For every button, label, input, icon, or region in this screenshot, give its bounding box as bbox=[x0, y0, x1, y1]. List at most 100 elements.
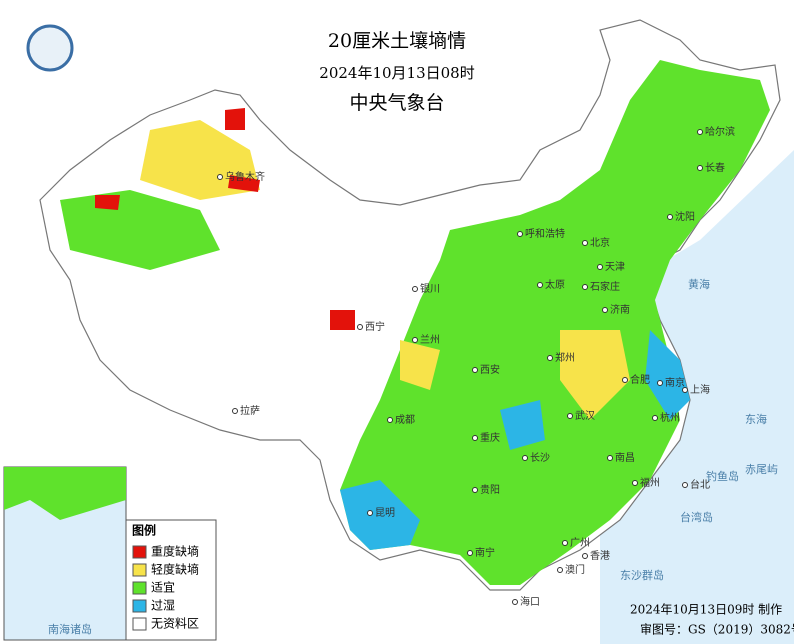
city-marker bbox=[472, 435, 478, 441]
inset-land bbox=[4, 467, 126, 520]
city-marker bbox=[657, 380, 663, 386]
footer-made: 2024年10月13日09时 制作 bbox=[630, 603, 782, 617]
city-marker bbox=[472, 487, 478, 493]
city-label: 澳门 bbox=[565, 563, 585, 576]
city-marker bbox=[682, 482, 688, 488]
city-label: 重庆 bbox=[480, 431, 500, 444]
city-label: 南昌 bbox=[615, 451, 635, 464]
city-marker bbox=[582, 284, 588, 290]
city-label: 兰州 bbox=[420, 333, 440, 346]
sea-label: 东沙群岛 bbox=[620, 568, 664, 582]
city-label: 拉萨 bbox=[240, 404, 260, 417]
city-marker bbox=[597, 264, 603, 270]
city-label: 银川 bbox=[420, 282, 440, 295]
legend-swatch bbox=[132, 599, 147, 613]
sea-label: 东海 bbox=[745, 412, 767, 426]
city-label: 天津 bbox=[605, 261, 625, 273]
city-marker bbox=[667, 214, 673, 220]
city-label: 沈阳 bbox=[675, 210, 695, 223]
city-marker bbox=[517, 231, 523, 237]
city-marker bbox=[357, 324, 363, 330]
moisture-area bbox=[340, 60, 770, 585]
city-label: 合肥 bbox=[630, 373, 650, 386]
sea-label: 南海诸岛 bbox=[48, 622, 92, 636]
city-label: 贵阳 bbox=[480, 483, 500, 496]
legend-label: 过湿 bbox=[151, 598, 175, 613]
city-label: 香港 bbox=[590, 550, 610, 562]
legend-swatch bbox=[132, 617, 147, 631]
city-label: 石家庄 bbox=[590, 280, 620, 293]
city-label: 郑州 bbox=[555, 351, 575, 364]
city-marker bbox=[367, 510, 373, 516]
city-label: 太原 bbox=[545, 278, 565, 291]
logo bbox=[26, 24, 74, 72]
sea-label: 黄海 bbox=[688, 277, 710, 291]
city-label: 上海 bbox=[690, 383, 710, 396]
legend-label: 重度缺墒 bbox=[151, 544, 199, 559]
sea-label: 赤尾屿 bbox=[745, 463, 778, 476]
city-label: 呼和浩特 bbox=[525, 228, 565, 240]
city-marker bbox=[562, 540, 568, 546]
city-marker bbox=[412, 286, 418, 292]
legend-label: 适宜 bbox=[151, 580, 175, 595]
city-label: 杭州 bbox=[660, 411, 680, 424]
city-marker bbox=[582, 553, 588, 559]
city-marker bbox=[537, 282, 543, 288]
datetime: 2024年10月13日08时 bbox=[319, 64, 474, 82]
city-label: 长春 bbox=[705, 162, 725, 174]
legend-swatch bbox=[132, 581, 147, 595]
wet-area bbox=[645, 330, 690, 420]
city-marker bbox=[412, 337, 418, 343]
sea-label: 台湾岛 bbox=[680, 510, 713, 524]
city-marker bbox=[387, 417, 393, 423]
footer-approval: 审图号：GS（2019）3082号 bbox=[640, 622, 794, 637]
city-marker bbox=[697, 129, 703, 135]
city-marker bbox=[467, 550, 473, 556]
moisture-area bbox=[60, 190, 220, 270]
city-marker bbox=[472, 367, 478, 373]
city-marker bbox=[652, 415, 658, 421]
dry-area bbox=[400, 340, 440, 390]
city-label: 西宁 bbox=[365, 320, 385, 333]
city-label: 广州 bbox=[570, 537, 590, 549]
city-marker bbox=[217, 174, 223, 180]
city-marker bbox=[682, 387, 688, 393]
dry-area bbox=[560, 330, 630, 420]
city-label: 南京 bbox=[665, 376, 685, 389]
city-label: 海口 bbox=[520, 595, 540, 608]
city-label: 南宁 bbox=[475, 546, 495, 559]
city-label: 昆明 bbox=[375, 507, 395, 519]
city-marker bbox=[512, 599, 518, 605]
city-label: 台北 bbox=[690, 478, 710, 491]
issuer: 中央气象台 bbox=[349, 92, 444, 114]
city-marker bbox=[567, 413, 573, 419]
city-label: 西安 bbox=[480, 363, 500, 376]
legend-swatch bbox=[132, 563, 147, 577]
city-marker bbox=[607, 455, 613, 461]
city-label: 成都 bbox=[395, 414, 415, 426]
city-marker bbox=[232, 408, 238, 414]
legend-label: 无资料区 bbox=[151, 617, 199, 631]
city-marker bbox=[547, 355, 553, 361]
city-marker bbox=[557, 567, 563, 573]
city-label: 长沙 bbox=[530, 452, 550, 464]
city-marker bbox=[602, 307, 608, 313]
legend-swatch bbox=[132, 545, 147, 559]
legend-label: 轻度缺墒 bbox=[151, 562, 199, 577]
city-label: 武汉 bbox=[575, 409, 595, 422]
city-label: 哈尔滨 bbox=[705, 125, 735, 138]
city-marker bbox=[632, 480, 638, 486]
city-label: 济南 bbox=[610, 303, 630, 316]
city-label: 福州 bbox=[640, 476, 660, 489]
city-marker bbox=[522, 455, 528, 461]
wet-area bbox=[340, 480, 420, 550]
city-marker bbox=[697, 165, 703, 171]
title: 20厘米土壤墒情 bbox=[328, 30, 466, 52]
wet-area bbox=[500, 400, 545, 450]
city-label: 北京 bbox=[590, 236, 610, 249]
city-marker bbox=[582, 240, 588, 246]
sea-label: 钓鱼岛 bbox=[706, 469, 739, 483]
legend-title: 图例 bbox=[132, 523, 156, 538]
city-label: 乌鲁木齐 bbox=[225, 170, 265, 183]
